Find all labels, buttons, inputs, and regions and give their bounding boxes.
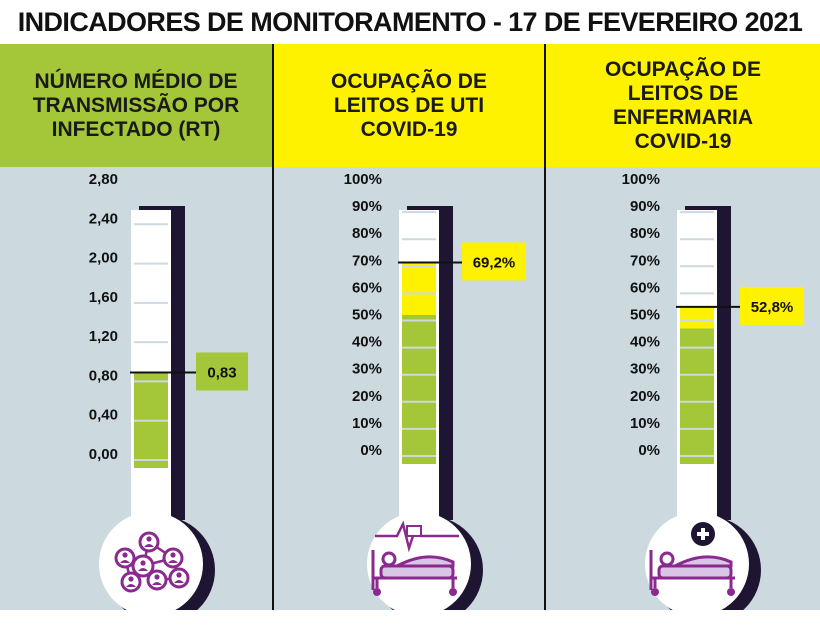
person-node-0: [114, 547, 136, 569]
icu-bed-icon: [371, 520, 459, 596]
panel-title-enfermaria: OCUPAÇÃO DE LEITOS DE ENFERMARIA COVID-1…: [605, 57, 761, 153]
bed-blanket: [674, 555, 733, 568]
panel-header-rt: NÚMERO MÉDIO DE TRANSMISSÃO POR INFECTAD…: [0, 44, 272, 167]
tick-label-4: 60%: [352, 279, 382, 296]
person-head-1: [146, 536, 152, 542]
gauge-rt: 2,80 2,40 2,00 1,60 1,20 0,80 0,40 0,00 0,83: [89, 171, 248, 610]
person-node-2: [162, 547, 184, 569]
gauge-uti: 100% 90% 80% 70% 60% 50% 40% 30% 20% 10% 0% 69,2%: [344, 171, 526, 610]
tick-label-1: 2,40: [89, 210, 118, 227]
tick-label-4: 60%: [630, 279, 660, 296]
panel-uti: OCUPAÇÃO DE LEITOS DE UTI COVID-19 100% 9…: [274, 44, 544, 610]
tick-label-0: 100%: [344, 171, 382, 188]
bed-mattress: [657, 564, 733, 580]
cross-v: [701, 528, 705, 540]
fill-segment-1: [402, 262, 436, 315]
tick-label-6: 0,40: [89, 407, 118, 424]
tick-label-3: 1,60: [89, 289, 118, 306]
panel-enfermaria: OCUPAÇÃO DE LEITOS DE ENFERMARIA COVID-1…: [546, 44, 820, 610]
person-body-4: [152, 582, 162, 585]
value-label-box: [196, 352, 248, 391]
person-body-2: [168, 560, 178, 563]
tick-label-9: 10%: [630, 415, 660, 432]
tick-label-7: 30%: [630, 361, 660, 378]
tick-label-8: 20%: [630, 388, 660, 405]
tick-label-2: 80%: [630, 225, 660, 242]
person-head-4: [154, 574, 160, 580]
person-body-6: [138, 568, 148, 571]
tick-label-7: 30%: [352, 361, 382, 378]
bed-wheel-right: [727, 588, 735, 596]
tick-label-3: 70%: [352, 252, 382, 269]
tick-label-1: 90%: [352, 198, 382, 215]
value-label-box: [462, 242, 526, 281]
divider-left: [272, 44, 274, 610]
tick-label-7: 0,00: [89, 446, 118, 463]
person-body-0: [120, 560, 130, 563]
bed-wheel-left: [651, 588, 659, 596]
tick-label-10: 0%: [638, 442, 660, 459]
person-head-2: [170, 552, 176, 558]
gauge-enfermaria: 100% 90% 80% 70% 60% 50% 40% 30% 20% 10% 0% 52,8%: [622, 171, 804, 610]
person-body-3: [126, 584, 136, 587]
panel-header-uti: OCUPAÇÃO DE LEITOS DE UTI COVID-19: [274, 44, 544, 167]
panel-rt: NÚMERO MÉDIO DE TRANSMISSÃO POR INFECTAD…: [0, 44, 272, 610]
value-label: 0,83: [207, 364, 236, 381]
person-head-6: [140, 560, 146, 566]
bed-wheel-left: [373, 588, 381, 596]
bed-wheel-right: [449, 588, 457, 596]
tick-label-5: 50%: [352, 307, 382, 324]
fill-segment-0: [680, 314, 714, 464]
value-label: 69,2%: [473, 254, 516, 271]
panel-title-uti: OCUPAÇÃO DE LEITOS DE UTI COVID-19: [331, 69, 487, 141]
value-label-box: [740, 286, 804, 325]
person-head-0: [122, 552, 128, 558]
monitor-box: [406, 525, 422, 537]
tick-label-3: 70%: [630, 252, 660, 269]
tick-label-0: 2,80: [89, 171, 118, 188]
tick-label-6: 40%: [630, 334, 660, 351]
tick-label-4: 1,20: [89, 328, 118, 345]
person-head-3: [128, 576, 134, 582]
people-network-icon: [114, 531, 190, 593]
tick-label-5: 0,80: [89, 367, 118, 384]
person-head-5: [176, 572, 182, 578]
person-body-5: [174, 580, 184, 583]
page-title: INDICADORES DE MONITORAMENTO - 17 DE FEV…: [17, 7, 803, 37]
panel-title-rt: NÚMERO MÉDIO DE TRANSMISSÃO POR INFECTAD…: [32, 69, 240, 141]
bed-blanket: [396, 555, 455, 568]
divider-right: [544, 44, 546, 610]
tick-label-9: 10%: [352, 415, 382, 432]
tick-label-5: 50%: [630, 307, 660, 324]
ward-bed-icon: [649, 522, 735, 596]
tick-label-1: 90%: [630, 198, 660, 215]
person-node-5: [168, 567, 190, 589]
person-body-1: [144, 544, 154, 547]
gauges-area: NÚMERO MÉDIO DE TRANSMISSÃO POR INFECTAD…: [0, 44, 820, 610]
person-node-1: [138, 531, 160, 553]
patient-head: [659, 551, 675, 567]
tick-label-8: 20%: [352, 388, 382, 405]
tick-label-0: 100%: [622, 171, 660, 188]
tick-label-6: 40%: [352, 334, 382, 351]
fill-segment-1: [680, 306, 714, 329]
panel-header-enfermaria: OCUPAÇÃO DE LEITOS DE ENFERMARIA COVID-1…: [546, 44, 820, 167]
tick-label-2: 80%: [352, 225, 382, 242]
person-node-6: [131, 554, 155, 578]
tick-label-2: 2,00: [89, 250, 118, 267]
value-label: 52,8%: [751, 299, 794, 316]
patient-head: [381, 551, 397, 567]
fill-segment-0: [402, 300, 436, 464]
tick-label-10: 0%: [360, 442, 382, 459]
bed-mattress: [379, 564, 455, 580]
